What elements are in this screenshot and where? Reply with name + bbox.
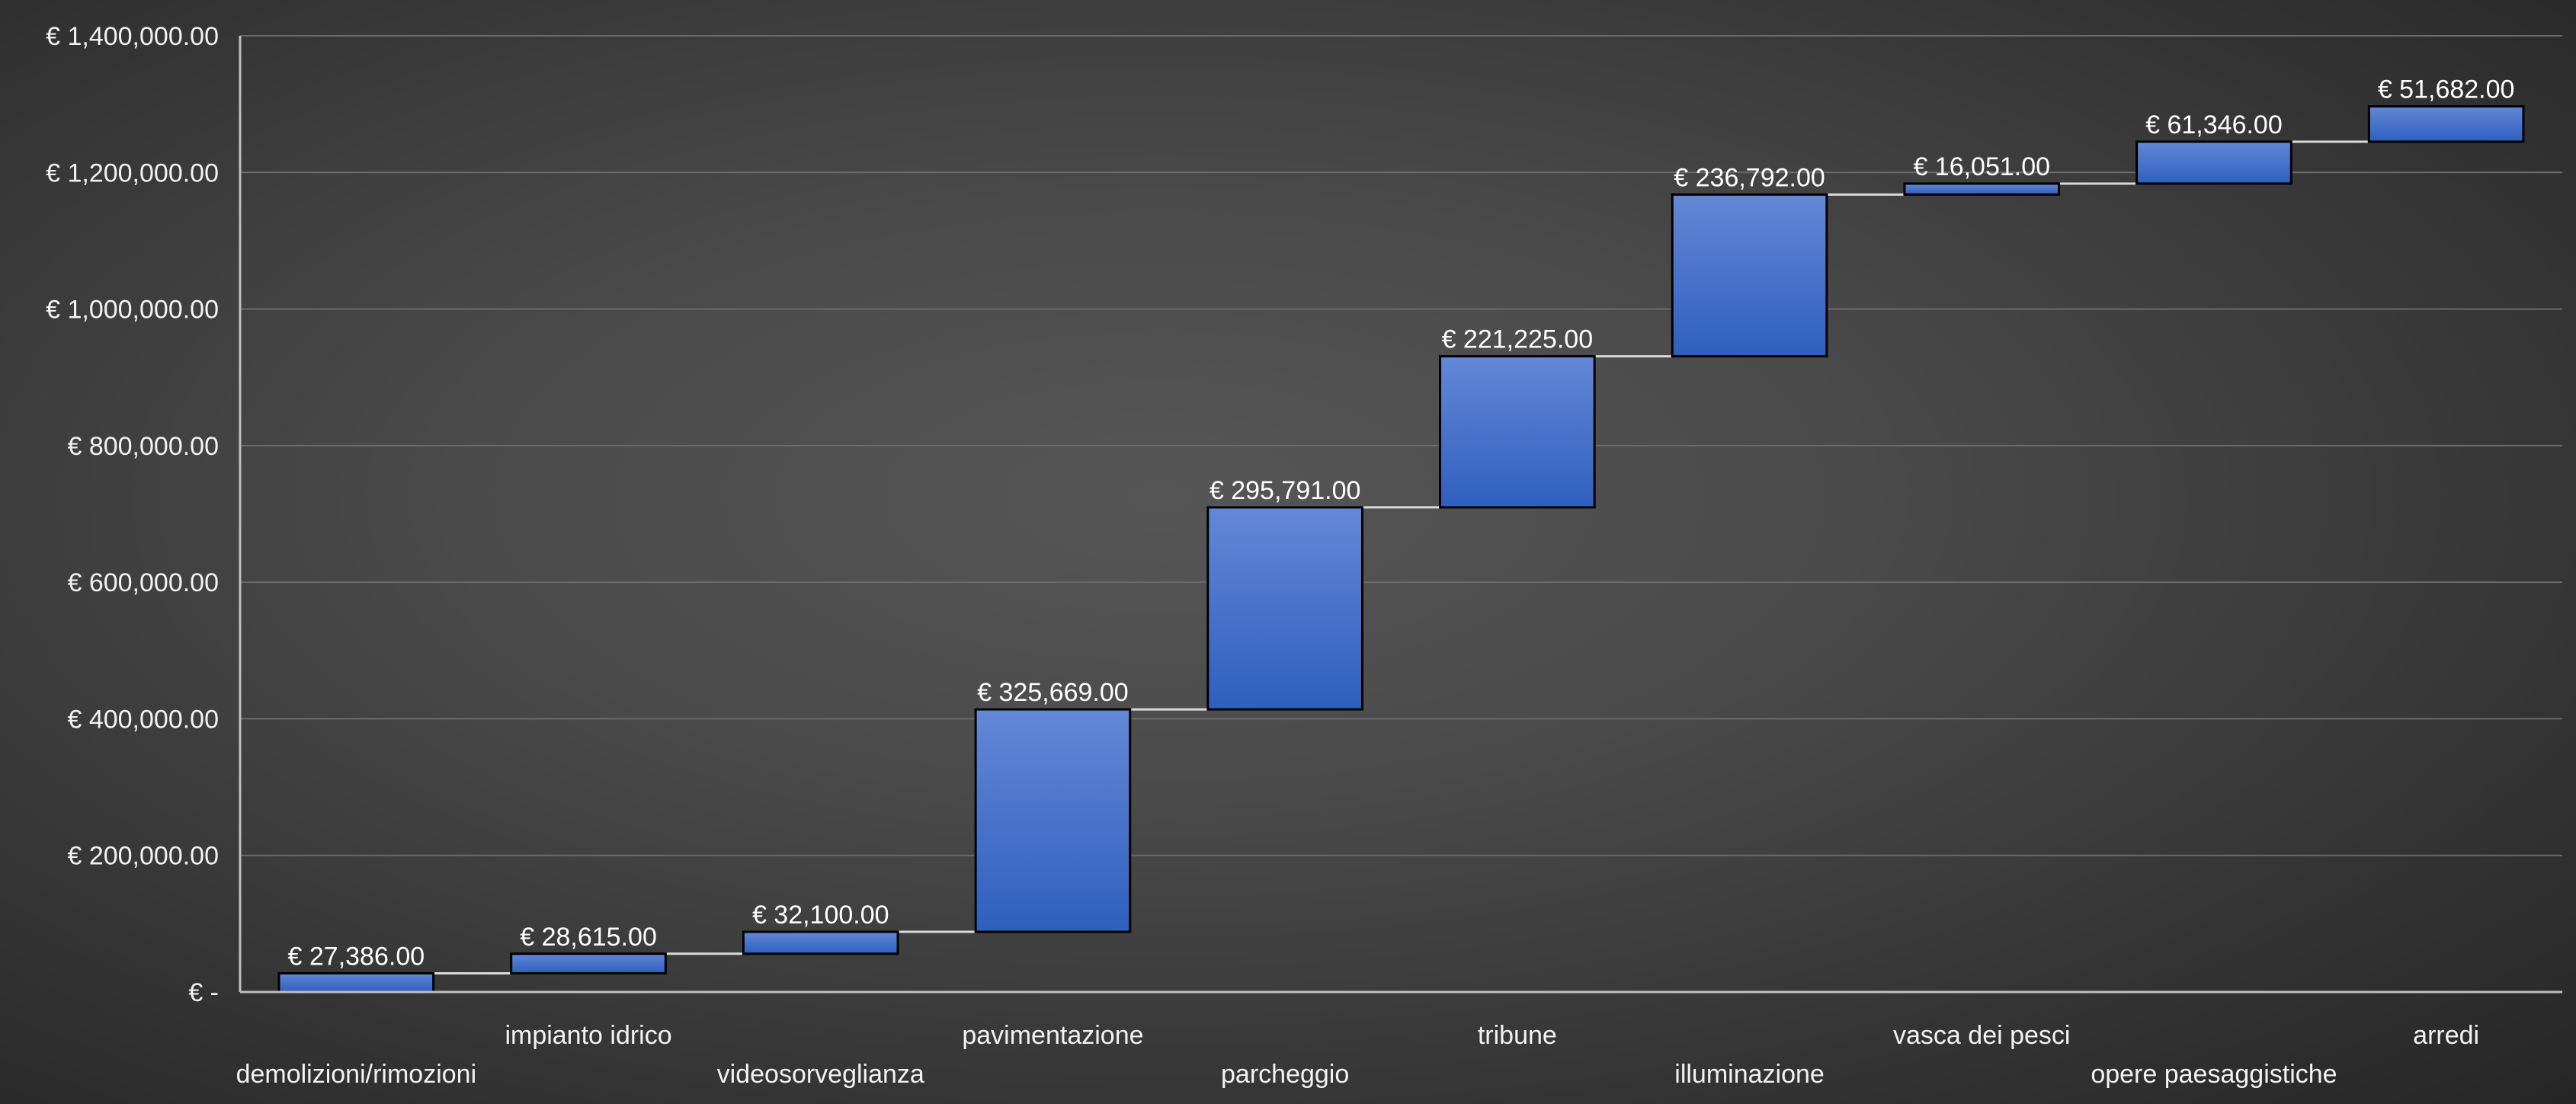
data-label: € 51,682.00 (2378, 75, 2515, 104)
category-label: vasca dei pesci (1893, 1021, 2070, 1050)
data-labels: € 27,386.00 € 28,615.00 € 32,100.00 € 325,6… (288, 75, 2515, 971)
data-label: € 28,615.00 (520, 923, 657, 952)
gridlines (240, 35, 2562, 856)
y-tick-label: € 800,000.00 (67, 432, 219, 461)
y-tick-label: € 400,000.00 (67, 705, 219, 734)
waterfall-bar (1903, 182, 2061, 196)
data-label: € 325,669.00 (977, 678, 1129, 707)
data-label: € 236,792.00 (1674, 163, 1825, 192)
bars (277, 105, 2525, 994)
waterfall-bar (1206, 506, 1363, 711)
category-label: illuminazione (1674, 1060, 1825, 1089)
category-labels: demolizioni/rimozioni impianto idrico vide… (236, 1021, 2480, 1089)
data-label: € 32,100.00 (752, 901, 889, 930)
waterfall-bar (2367, 105, 2525, 143)
y-tick-label: € 600,000.00 (67, 568, 219, 597)
category-label: videosorveglianza (717, 1060, 924, 1089)
data-label: € 295,791.00 (1210, 476, 1361, 505)
category-label: parcheggio (1221, 1060, 1349, 1089)
category-label: demolizioni/rimozioni (236, 1060, 477, 1089)
axes (239, 36, 2562, 994)
data-label: € 221,225.00 (1442, 325, 1594, 354)
waterfall-bar (1671, 193, 1828, 358)
category-label: tribune (1478, 1021, 1557, 1050)
data-label: € 16,051.00 (1913, 152, 2050, 181)
data-label: € 27,386.00 (288, 942, 425, 971)
y-tick-label: € - (188, 978, 219, 1007)
category-label: impianto idrico (505, 1021, 671, 1050)
waterfall-bar (277, 971, 435, 994)
data-label: € 61,346.00 (2145, 110, 2283, 139)
waterfall-bar (1439, 355, 1596, 509)
category-label: opere paesaggistiche (2091, 1060, 2337, 1089)
category-label: arredi (2413, 1021, 2479, 1050)
waterfall-bar (510, 952, 667, 974)
y-axis-tick-labels: € - € 200,000.00 € 400,000.00 € 600,000.00 €… (46, 22, 219, 1007)
category-label: pavimentazione (962, 1021, 1143, 1050)
y-tick-label: € 200,000.00 (67, 842, 219, 871)
waterfall-bar (2135, 140, 2292, 185)
y-tick-label: € 1,000,000.00 (46, 296, 219, 325)
y-tick-label: € 1,200,000.00 (46, 158, 219, 187)
connector-lines (433, 140, 2369, 974)
y-tick-label: € 1,400,000.00 (46, 22, 219, 51)
waterfall-bar (742, 930, 899, 955)
waterfall-bar (974, 708, 1132, 933)
